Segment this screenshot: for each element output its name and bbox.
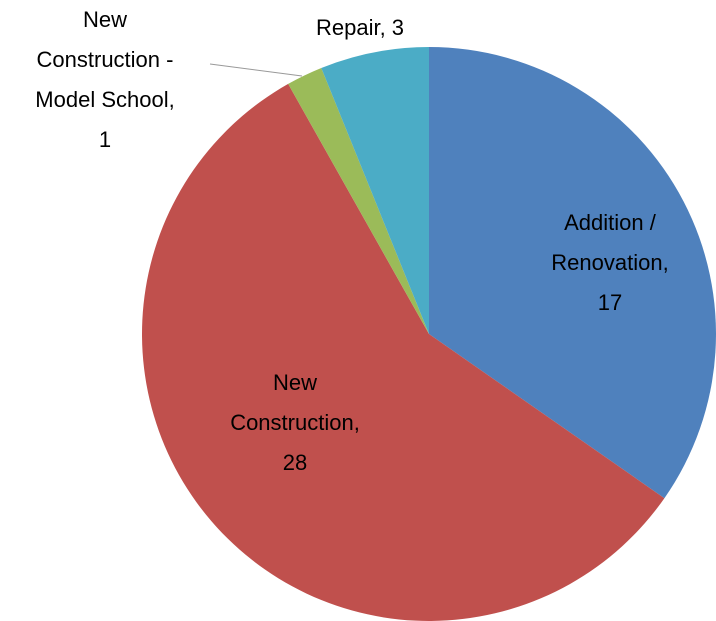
- pie-slice: [142, 83, 665, 621]
- leader-line: [209, 63, 303, 77]
- data-label: New Construction, 28: [230, 370, 360, 475]
- pie-slice: [321, 47, 429, 334]
- pie-slice: [429, 47, 716, 499]
- pie-slice: [288, 67, 429, 335]
- data-label: Addition / Renovation, 17: [551, 210, 669, 315]
- data-label: Repair, 3: [315, 15, 405, 40]
- data-label: New Construction - Model School, 1: [35, 7, 175, 152]
